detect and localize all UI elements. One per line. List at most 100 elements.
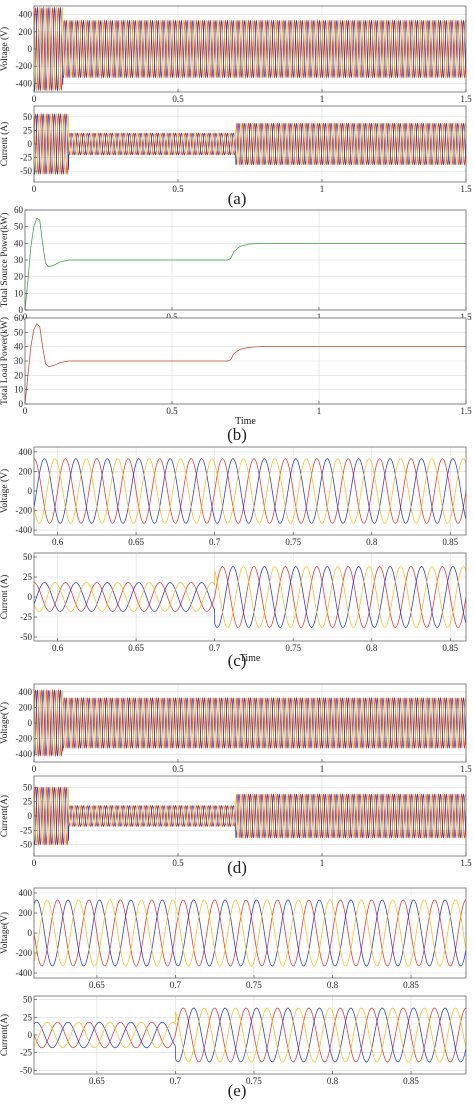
y-tick-label: 400 [19,888,33,898]
x-tick-label: 0.5 [172,858,184,868]
y-tick-label: 60 [14,313,24,323]
y-axis-label: Total Source Power(kW) [0,213,10,308]
y-tick-label: 40 [14,238,24,248]
y-tick-label: 200 [19,908,33,918]
series-line [34,786,466,846]
y-tick-label: 40 [14,342,24,352]
y-tick-label: 50 [23,552,33,562]
y-tick-label: 200 [19,27,33,37]
caption-c: (c) [228,651,247,670]
x-tick-label: 0 [23,406,28,416]
series-line [34,688,466,758]
x-tick-label: 1 [320,764,325,774]
y-tick-label: 10 [14,385,24,395]
series-line [34,1007,466,1063]
y-axis-label: Current(A) [0,1014,10,1056]
x-tick-label: 1 [317,406,322,416]
chart-e2: 0.65 0.7 0.75 0.8 0.85 50 25 0 -25 -50 Current(A) [0,995,467,1086]
x-tick-label: 0.6 [52,643,64,653]
y-axis-label: Voltage (V) [0,469,10,513]
x-tick-label: 0.85 [403,980,419,990]
x-tick-label: 1.5 [460,858,472,868]
y-tick-label: -25 [20,612,32,622]
y-tick-label: -200 [16,61,33,71]
y-tick-label: 400 [19,447,33,457]
y-tick-label: -200 [16,506,33,516]
y-tick-label: 50 [14,327,24,337]
x-tick-label: 0.8 [327,1076,339,1086]
series-line [34,113,466,175]
series-line [34,1007,466,1063]
y-tick-label: 0 [28,592,33,602]
y-tick-label: 20 [14,272,24,282]
series-line [34,566,466,628]
x-tick-label: 0 [32,858,37,868]
y-tick-label: 25 [23,1012,33,1022]
series-line [34,899,466,967]
y-tick-label: 0 [19,399,24,409]
series-line [34,689,466,757]
x-tick-label: 1.5 [460,312,472,322]
x-tick-label: 0.75 [246,980,262,990]
x-tick-label: 0.6 [52,537,64,547]
x-axis-label: Time [235,416,256,427]
chart-b1: 0 0.5 1 1.5 60 50 40 30 20 10 0 Total Source Power(… [0,205,472,322]
y-axis-label: Voltage(V) [0,912,10,954]
caption-b: (b) [227,425,247,444]
series-line [34,786,466,846]
x-tick-label: 0.7 [209,643,221,653]
x-tick-label: 0.7 [209,537,221,547]
y-tick-label: 0 [28,44,33,54]
y-tick-label: -400 [16,78,33,88]
y-tick-label: 400 [19,10,33,20]
series-line [25,323,466,404]
y-tick-label: -25 [20,825,32,835]
y-axis-label: Current (A) [0,575,10,620]
y-tick-label: 0 [28,1030,33,1040]
y-tick-label: -50 [20,632,32,642]
y-tick-label: 0 [28,718,33,728]
x-tick-label: 0.65 [89,980,105,990]
series-line [34,7,466,91]
series-line [34,458,466,524]
y-tick-label: -25 [20,153,32,163]
series-line [34,689,466,757]
series-line [34,458,466,524]
y-tick-label: 200 [19,702,33,712]
x-tick-label: 0.8 [327,980,339,990]
x-tick-label: 1 [320,94,325,104]
series-line [25,217,466,310]
series-line [34,566,466,628]
x-tick-label: 0 [23,312,28,322]
y-axis-label: Total Load Power(kW) [0,317,10,405]
y-tick-label: -50 [20,840,32,850]
y-tick-label: -200 [16,734,33,744]
y-tick-label: 25 [23,572,33,582]
y-tick-label: 30 [14,356,24,366]
y-tick-label: 0 [28,486,33,496]
y-axis-label: Current(A) [0,795,10,837]
y-tick-label: -25 [20,1048,32,1058]
y-tick-label: -50 [20,1065,32,1075]
caption-d: (d) [227,858,247,877]
series-line [34,6,466,92]
y-tick-label: 0 [28,928,33,938]
x-tick-label: 0.7 [170,980,182,990]
y-axis-label: Current (A) [0,122,10,167]
y-tick-label: 50 [23,112,33,122]
y-tick-label: -400 [16,525,33,535]
y-tick-label: -200 [16,948,33,958]
series-line [34,1007,466,1063]
y-tick-label: 50 [14,222,24,232]
x-tick-label: 0.5 [172,184,184,194]
y-tick-label: 0 [28,139,33,149]
y-tick-label: 400 [19,687,33,697]
y-axis-label: Voltage (V) [0,27,10,71]
y-tick-label: 0 [19,305,24,315]
y-tick-label: 0 [28,811,33,821]
x-tick-label: 0.75 [246,1076,262,1086]
x-tick-label: 0.85 [442,537,458,547]
x-axis-label: Time [240,653,261,664]
y-tick-label: 30 [14,255,24,265]
y-axis-label: Voltage(V) [0,702,10,744]
